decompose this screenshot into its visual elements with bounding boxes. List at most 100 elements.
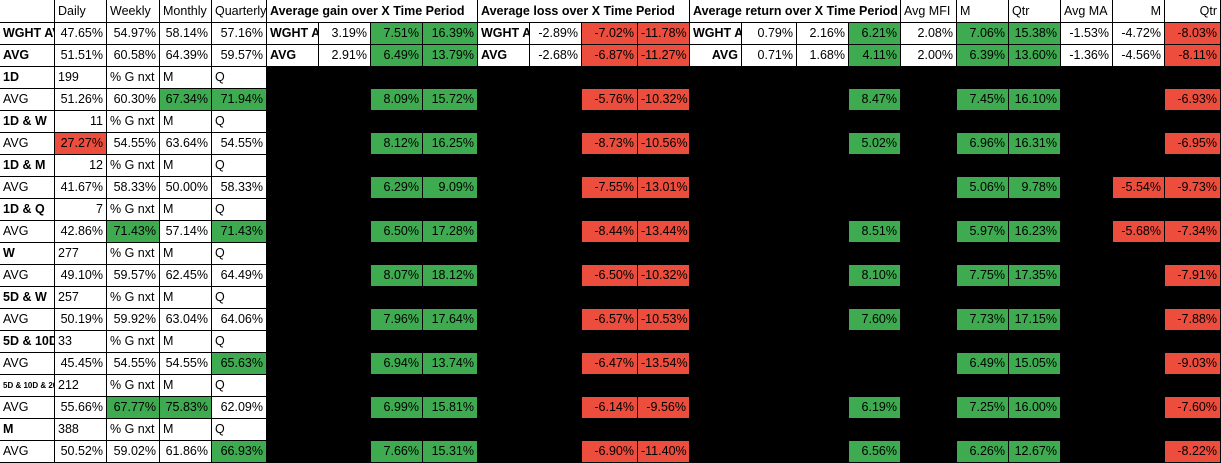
subheader-q[interactable]: Q xyxy=(212,243,267,265)
loss-q[interactable]: -13.01% xyxy=(638,177,690,199)
ma-q[interactable]: -7.88% xyxy=(1165,309,1221,331)
subheader-q[interactable]: Q xyxy=(212,287,267,309)
avg-quarterly[interactable]: 58.33% xyxy=(212,177,267,199)
avg-monthly[interactable]: 67.34% xyxy=(160,89,212,111)
summary-cell-mfi_m[interactable]: 7.06% xyxy=(957,23,1009,45)
summary-cell-ret_label[interactable]: WGHT AVG xyxy=(690,23,742,45)
subheader-pct[interactable]: % G nxt xyxy=(107,111,160,133)
loss-q[interactable]: -13.44% xyxy=(638,221,690,243)
subheader-m[interactable]: M xyxy=(160,155,212,177)
avg-daily[interactable]: 55.66% xyxy=(55,397,107,419)
avg-label[interactable]: AVG xyxy=(0,309,55,331)
ma-q[interactable]: -8.22% xyxy=(1165,441,1221,463)
subheader-pct[interactable]: % G nxt xyxy=(107,199,160,221)
summary-cell-gain_m[interactable]: 6.49% xyxy=(371,45,423,67)
avg-daily[interactable]: 27.27% xyxy=(55,133,107,155)
summary-cell-mfi_q[interactable]: 15.38% xyxy=(1009,23,1061,45)
block-count[interactable]: 12 xyxy=(55,155,107,177)
loss-q[interactable]: -10.32% xyxy=(638,89,690,111)
subheader-q[interactable]: Q xyxy=(212,331,267,353)
avg-weekly[interactable]: 59.57% xyxy=(107,265,160,287)
summary-cell-ret_w[interactable]: 0.71% xyxy=(742,45,797,67)
return-q[interactable]: 6.19% xyxy=(849,397,901,419)
gain-m[interactable]: 6.94% xyxy=(371,353,423,375)
summary-cell-weekly[interactable]: 60.58% xyxy=(107,45,160,67)
mfi-q[interactable]: 9.78% xyxy=(1009,177,1061,199)
loss-m[interactable]: -7.55% xyxy=(582,177,638,199)
avg-label[interactable]: AVG xyxy=(0,441,55,463)
gain-m[interactable]: 8.09% xyxy=(371,89,423,111)
subheader-q[interactable]: Q xyxy=(212,111,267,133)
summary-cell-label[interactable]: WGHT AVG xyxy=(0,23,55,45)
avg-quarterly[interactable]: 64.49% xyxy=(212,265,267,287)
avg-weekly[interactable]: 54.55% xyxy=(107,353,160,375)
avg-label[interactable]: AVG xyxy=(0,221,55,243)
avg-daily[interactable]: 50.52% xyxy=(55,441,107,463)
summary-cell-gain_w[interactable]: 2.91% xyxy=(319,45,371,67)
summary-cell-mfi_m[interactable]: 6.39% xyxy=(957,45,1009,67)
subheader-pct[interactable]: % G nxt xyxy=(107,243,160,265)
block-count[interactable]: 277 xyxy=(55,243,107,265)
summary-cell-label[interactable]: AVG xyxy=(0,45,55,67)
avg-weekly[interactable]: 59.02% xyxy=(107,441,160,463)
return-q[interactable]: 8.47% xyxy=(849,89,901,111)
avg-monthly[interactable]: 62.45% xyxy=(160,265,212,287)
summary-cell-gain_q[interactable]: 13.79% xyxy=(423,45,478,67)
avg-quarterly[interactable]: 66.93% xyxy=(212,441,267,463)
summary-cell-ret_label[interactable]: AVG xyxy=(690,45,742,67)
avg-label[interactable]: AVG xyxy=(0,353,55,375)
ma-q[interactable]: -7.34% xyxy=(1165,221,1221,243)
block-label[interactable]: 1D & M xyxy=(0,155,55,177)
summary-cell-loss_label[interactable]: WGHT AVG xyxy=(478,23,530,45)
block-label[interactable]: M xyxy=(0,419,55,441)
loss-m[interactable]: -5.76% xyxy=(582,89,638,111)
return-q[interactable]: 7.60% xyxy=(849,309,901,331)
return-q[interactable]: 8.51% xyxy=(849,221,901,243)
mfi-q[interactable]: 12.67% xyxy=(1009,441,1061,463)
mfi-q[interactable]: 15.05% xyxy=(1009,353,1061,375)
avg-weekly[interactable]: 59.92% xyxy=(107,309,160,331)
summary-cell-loss_w[interactable]: -2.68% xyxy=(530,45,582,67)
subheader-m[interactable]: M xyxy=(160,331,212,353)
loss-m[interactable]: -6.57% xyxy=(582,309,638,331)
block-count[interactable]: 257 xyxy=(55,287,107,309)
avg-quarterly[interactable]: 62.09% xyxy=(212,397,267,419)
ma-q[interactable]: -9.73% xyxy=(1165,177,1221,199)
summary-cell-loss_m[interactable]: -6.87% xyxy=(582,45,638,67)
block-count[interactable]: 199 xyxy=(55,67,107,89)
return-q[interactable]: 8.10% xyxy=(849,265,901,287)
header-avg-gain[interactable]: Average gain over X Time Period xyxy=(267,0,478,23)
block-count[interactable]: 11 xyxy=(55,111,107,133)
loss-q[interactable]: -9.56% xyxy=(638,397,690,419)
header-ma-qtr[interactable]: Qtr xyxy=(1165,0,1221,23)
avg-weekly[interactable]: 54.55% xyxy=(107,133,160,155)
summary-cell-ma_m[interactable]: -4.56% xyxy=(1113,45,1165,67)
mfi-m[interactable]: 7.25% xyxy=(957,397,1009,419)
block-label[interactable]: 1D xyxy=(0,67,55,89)
subheader-q[interactable]: Q xyxy=(212,375,267,397)
avg-weekly[interactable]: 58.33% xyxy=(107,177,160,199)
summary-cell-daily[interactable]: 47.65% xyxy=(55,23,107,45)
avg-daily[interactable]: 42.86% xyxy=(55,221,107,243)
gain-q[interactable]: 9.09% xyxy=(423,177,478,199)
loss-q[interactable]: -11.40% xyxy=(638,441,690,463)
ma-m[interactable]: -5.68% xyxy=(1113,221,1165,243)
subheader-pct[interactable]: % G nxt xyxy=(107,155,160,177)
loss-m[interactable]: -8.44% xyxy=(582,221,638,243)
subheader-q[interactable]: Q xyxy=(212,419,267,441)
mfi-m[interactable]: 7.45% xyxy=(957,89,1009,111)
mfi-q[interactable]: 16.31% xyxy=(1009,133,1061,155)
gain-q[interactable]: 15.31% xyxy=(423,441,478,463)
mfi-q[interactable]: 16.00% xyxy=(1009,397,1061,419)
summary-cell-loss_q[interactable]: -11.78% xyxy=(638,23,690,45)
loss-q[interactable]: -10.56% xyxy=(638,133,690,155)
loss-q[interactable]: -10.32% xyxy=(638,265,690,287)
subheader-m[interactable]: M xyxy=(160,419,212,441)
summary-cell-ma_q[interactable]: -8.11% xyxy=(1165,45,1221,67)
mfi-m[interactable]: 6.96% xyxy=(957,133,1009,155)
summary-cell-gain_label[interactable]: AVG xyxy=(267,45,319,67)
header-daily[interactable]: Daily xyxy=(55,0,107,23)
summary-cell-ma_m[interactable]: -4.72% xyxy=(1113,23,1165,45)
block-count[interactable]: 388 xyxy=(55,419,107,441)
summary-cell-weekly[interactable]: 54.97% xyxy=(107,23,160,45)
